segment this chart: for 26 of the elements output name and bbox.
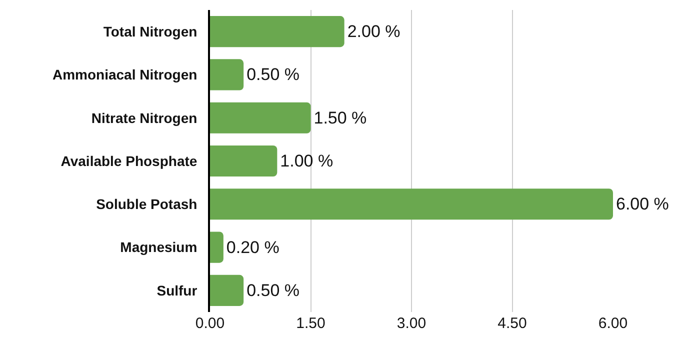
data-label: 1.50 % [314, 108, 367, 128]
data-label: 0.50 % [246, 65, 300, 84]
data-label: 0.20 % [226, 238, 280, 257]
x-tick-label: 3.00 [396, 315, 426, 332]
x-tick-label: 4.50 [498, 315, 527, 332]
y-tick-label: Available Phosphate [60, 152, 198, 169]
y-tick-label: Magnesium [120, 239, 198, 256]
bar [210, 232, 224, 263]
x-tick-label: 0.00 [195, 315, 225, 332]
data-label: 2.00 % [347, 22, 400, 42]
bar [210, 145, 278, 177]
x-tick-label: 6.00 [598, 315, 628, 332]
y-tick-label: Soluble Potash [96, 196, 198, 212]
bar [210, 16, 344, 48]
x-tick-label: 1.50 [296, 315, 326, 332]
bar [210, 102, 311, 134]
bar [210, 274, 244, 306]
y-tick-label: Total Nitrogen [103, 23, 198, 40]
y-tick-label: Nitrate Nitrogen [91, 110, 198, 126]
bar [210, 188, 613, 220]
data-label: 6.00 % [616, 194, 669, 214]
data-label: 1.00 % [280, 152, 334, 170]
y-tick-label: Ammoniacal Nitrogen [52, 66, 198, 83]
data-label: 0.50 % [246, 280, 300, 300]
bar [210, 59, 244, 90]
y-tick-label: Sulfur [156, 282, 198, 298]
